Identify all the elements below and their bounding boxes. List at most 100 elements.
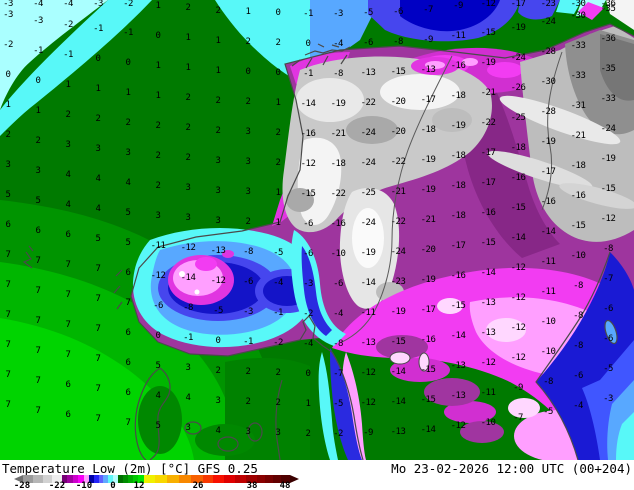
gray-patch-1 xyxy=(346,116,398,144)
colorbar-segment xyxy=(245,475,257,483)
colorbar-segment xyxy=(128,475,134,483)
color-scale-ticks: -28 -22 -10 0 12 26 38 48 xyxy=(0,481,634,490)
west-islands xyxy=(22,245,123,310)
colorbar-segment xyxy=(72,475,79,483)
magenta-pocket-2 xyxy=(487,62,523,78)
product-title: Temperature Low (2m) [°C] GFS 0.25 xyxy=(2,461,258,476)
colorbar-segment xyxy=(155,475,168,483)
norway-coastline xyxy=(130,23,634,460)
magenta-join-1 xyxy=(390,358,450,382)
colorbar-segment xyxy=(202,475,214,483)
colorbar-segment xyxy=(273,475,282,483)
gotland-coastline xyxy=(604,319,618,345)
sweden-east-coastline xyxy=(535,251,611,460)
colorbar-tick-label: 0 xyxy=(110,481,116,490)
westcoast-blue-strip xyxy=(330,348,362,460)
colorbar-segment xyxy=(103,475,109,483)
norway-sweden-border xyxy=(341,55,453,343)
lake-vanern xyxy=(389,351,411,365)
magenta-dot-ne xyxy=(222,250,234,258)
gray-streak-2 xyxy=(487,150,593,190)
colorbar-segment xyxy=(179,475,191,483)
colorbar-segment xyxy=(213,475,225,483)
lakes-group xyxy=(389,351,430,372)
gray-patch-2 xyxy=(286,188,314,212)
danish-isles-green xyxy=(195,424,255,456)
purple-patch-s1 xyxy=(376,335,428,359)
colorbar-segment xyxy=(98,475,104,483)
snow-core-2 xyxy=(380,74,460,110)
colorbar-segment xyxy=(133,475,139,483)
finland-gray-darkest xyxy=(600,34,634,101)
border-group xyxy=(341,51,563,343)
colorbar-segment xyxy=(93,475,99,483)
map-canvas: -3 -4 -4 -3 -2 1 2 2 1 0 -1 -3 -5 -6 -7 -9 -12 -17 -23 -30-… xyxy=(0,0,634,460)
colorbar-tick-label: -22 xyxy=(48,481,66,490)
colorbar-segment xyxy=(281,475,290,483)
colorbar-tick-label: 12 xyxy=(133,481,145,490)
jutland-green xyxy=(138,386,182,454)
snow-core-1 xyxy=(296,78,364,122)
colorbar-segment xyxy=(88,475,94,483)
halland-coastline xyxy=(275,379,283,460)
colorbar-right-arrow xyxy=(289,475,299,483)
pale-cyan-topleft xyxy=(0,0,108,110)
coast-pink-core xyxy=(425,61,445,69)
jutland-coastline xyxy=(134,367,171,460)
colorbar-tick-label: 48 xyxy=(279,481,291,490)
valid-time-label: Mo 23-02-2026 12:00 UTC (00+204) xyxy=(391,461,632,476)
lake-vattern xyxy=(418,352,430,372)
purple-patch-s2 xyxy=(424,378,480,406)
colorbar-segment xyxy=(122,475,129,483)
colorbar-segment xyxy=(235,475,246,483)
colorbar-segment xyxy=(190,475,203,483)
color-scale-bar xyxy=(14,475,299,483)
colorbar-segment xyxy=(52,475,62,483)
colorbar-segment xyxy=(256,475,265,483)
colorbar-segment xyxy=(78,475,84,483)
snow-speck-1 xyxy=(179,271,185,277)
pink-pocket-1 xyxy=(462,58,478,66)
colorbar-segment xyxy=(138,475,144,483)
colorbar-segment xyxy=(264,475,274,483)
colorbar-tick-label: 26 xyxy=(192,481,204,490)
baltic-cyan-corner xyxy=(616,412,634,460)
colorbar-tick-label: -28 xyxy=(13,481,31,490)
hardanger-bright-core xyxy=(195,257,217,271)
colorbar-segment xyxy=(108,475,113,483)
sweden-finland-border xyxy=(541,51,563,211)
purple-patch-s3 xyxy=(460,421,504,443)
colorbar-tick-label: 38 xyxy=(246,481,258,490)
oslo-blue-inner xyxy=(301,246,332,336)
westcoast-cyan-strip xyxy=(318,352,338,460)
colorbar-segment xyxy=(32,475,43,483)
gray-patch-3 xyxy=(432,108,472,132)
colorbar-segment xyxy=(42,475,53,483)
cyan-arctic-band2 xyxy=(556,0,582,14)
colorbar-segment xyxy=(67,475,73,483)
colorbar-segment xyxy=(167,475,180,483)
colorbar-segment xyxy=(224,475,236,483)
colorbar-segment xyxy=(143,475,156,483)
snow-speck-2 xyxy=(194,289,200,295)
colorbar-segment xyxy=(117,475,123,483)
legend-bar: Temperature Low (2m) [°C] GFS 0.25 Mo 23… xyxy=(0,460,634,490)
navy-arctic-band xyxy=(400,0,500,32)
colorbar-segment xyxy=(62,475,68,483)
colorbar-segment xyxy=(23,475,33,483)
gotland-island xyxy=(604,320,618,344)
cyan-topleft-band xyxy=(0,0,152,136)
lofoten-islands xyxy=(291,43,351,69)
legend-text-row: Temperature Low (2m) [°C] GFS 0.25 Mo 23… xyxy=(0,460,634,476)
gray-streak-3 xyxy=(559,183,634,209)
magenta-topright-streak xyxy=(578,2,604,20)
colorbar-tick-label: -10 xyxy=(75,481,93,490)
colorbar-segment xyxy=(83,475,89,483)
pale-pink-2 xyxy=(437,298,463,314)
map-image xyxy=(0,0,634,460)
gray-streak-1 xyxy=(499,95,621,145)
royal-arctic-band2 xyxy=(518,0,560,20)
border-snow-core xyxy=(352,208,384,268)
colorbar-segment xyxy=(112,475,118,483)
